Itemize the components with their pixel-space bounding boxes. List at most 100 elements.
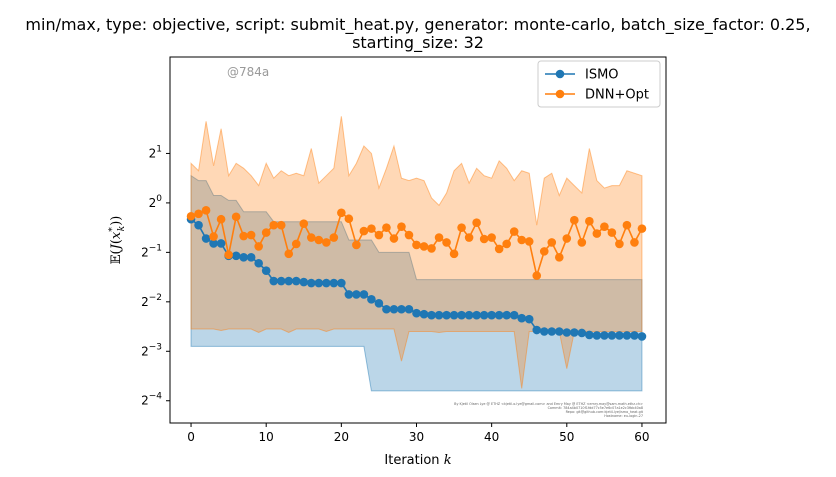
- marker-series-1-point-52: [577, 238, 587, 247]
- marker-series-1-point-55: [600, 222, 609, 231]
- marker-series-0-point-52: [577, 328, 587, 338]
- marker-series-1-point-9: [254, 242, 263, 251]
- marker-series-1-point-22: [352, 240, 361, 250]
- marker-series-1-point-16: [306, 233, 316, 242]
- marker-series-1-point-3: [209, 232, 218, 241]
- y-tick-label: 21: [149, 144, 162, 160]
- marker-series-1-point-54: [592, 229, 602, 238]
- marker-series-1-point-25: [374, 230, 384, 240]
- legend-label-0: ISMO: [585, 68, 619, 83]
- marker-series-0-point-14: [291, 276, 301, 286]
- marker-series-0-point-1: [194, 220, 203, 230]
- y-axis-label: 𝔼(J(x*k)): [108, 216, 127, 265]
- marker-series-0-point-53: [585, 330, 594, 340]
- y-tick-label: 2−1: [141, 243, 162, 259]
- marker-series-1-point-32: [427, 244, 436, 253]
- marker-series-0-point-45: [524, 314, 534, 324]
- marker-series-0-point-2: [201, 234, 211, 243]
- footnote-line: Repo: git@github.com:kjetil-lye/ismo_hea…: [566, 410, 644, 414]
- marker-series-0-point-19: [329, 278, 339, 288]
- x-tick-label: 20: [334, 430, 349, 444]
- x-tick-label: 60: [634, 430, 649, 444]
- marker-series-0-point-51: [570, 328, 579, 337]
- marker-series-0-point-34: [442, 310, 451, 320]
- marker-series-1-point-46: [532, 271, 542, 280]
- marker-series-1-point-35: [449, 249, 459, 259]
- marker-series-1-point-8: [246, 230, 256, 240]
- y-tick-label: 20: [149, 194, 163, 210]
- marker-series-0-point-35: [449, 310, 459, 320]
- marker-series-0-point-48: [547, 327, 557, 336]
- marker-series-1-point-12: [276, 220, 286, 230]
- marker-series-0-point-47: [539, 327, 549, 336]
- series-markers: [186, 206, 647, 341]
- legend: ISMO DNN+Opt: [537, 60, 661, 108]
- marker-series-1-point-57: [615, 239, 624, 249]
- marker-series-1-point-11: [269, 220, 279, 230]
- marker-series-0-point-8: [246, 253, 256, 262]
- x-tick-label: 30: [409, 430, 424, 444]
- marker-series-0-point-13: [284, 276, 294, 286]
- footnote-line: By Kjetil Olsen Lye @ ETHZ <kjetil.o.lye…: [454, 402, 643, 406]
- marker-series-0-point-56: [607, 331, 617, 340]
- marker-series-0-point-24: [367, 295, 376, 304]
- marker-series-1-point-26: [382, 223, 391, 232]
- marker-series-1-point-1: [194, 209, 203, 219]
- marker-series-1-point-23: [359, 226, 369, 236]
- footnote-line: Commit: 784a4b0710f1fdd77c5e7e6c07a1e2c3…: [548, 406, 643, 410]
- marker-series-1-point-47: [539, 247, 549, 256]
- marker-series-1-point-19: [329, 233, 339, 242]
- marker-series-0-point-43: [509, 310, 519, 320]
- marker-series-1-point-34: [442, 238, 451, 247]
- marker-series-0-point-40: [487, 310, 496, 320]
- marker-series-0-point-38: [472, 310, 481, 320]
- marker-series-1-point-6: [231, 212, 241, 222]
- marker-series-0-point-4: [216, 239, 226, 248]
- marker-series-0-point-17: [314, 278, 324, 288]
- marker-series-0-point-23: [359, 290, 369, 299]
- marker-series-1-point-14: [291, 239, 301, 249]
- chart-title-line-1: min/max, type: objective, script: submit…: [25, 15, 810, 35]
- marker-series-1-point-38: [472, 218, 481, 227]
- marker-series-0-point-27: [389, 304, 399, 314]
- watermark-text: @784a: [227, 65, 269, 79]
- legend-label-1: DNN+Opt: [585, 88, 649, 103]
- x-axis-ticks: 0 10 20 30 40 50 60: [187, 423, 650, 444]
- x-tick-label: 10: [259, 430, 274, 444]
- marker-series-0-point-21: [344, 290, 354, 299]
- marker-series-1-point-53: [585, 216, 594, 226]
- marker-series-1-point-30: [412, 240, 421, 250]
- marker-series-0-point-26: [382, 304, 391, 314]
- marker-series-1-point-51: [570, 215, 579, 225]
- marker-series-1-point-20: [337, 208, 346, 218]
- marker-series-0-point-46: [532, 325, 542, 335]
- marker-series-0-point-50: [562, 328, 572, 337]
- marker-series-1-point-50: [562, 234, 572, 243]
- marker-series-0-point-11: [269, 276, 279, 286]
- marker-series-0-point-55: [600, 331, 609, 340]
- marker-series-0-point-42: [502, 310, 511, 320]
- marker-series-0-point-59: [630, 331, 639, 340]
- marker-series-1-point-40: [487, 233, 496, 242]
- marker-series-1-point-17: [314, 235, 324, 245]
- marker-series-0-point-37: [464, 310, 474, 320]
- marker-series-1-point-21: [344, 214, 354, 224]
- marker-series-0-point-49: [554, 327, 564, 336]
- marker-series-1-point-5: [224, 250, 233, 260]
- marker-series-0-point-25: [374, 299, 384, 308]
- y-tick-label: 2−3: [141, 342, 162, 358]
- marker-series-1-point-2: [201, 206, 211, 215]
- x-axis-label: Iteration k: [384, 453, 451, 468]
- marker-series-1-point-48: [547, 238, 557, 247]
- marker-series-1-point-13: [284, 249, 294, 259]
- marker-series-0-point-7: [239, 253, 248, 262]
- marker-series-0-point-18: [322, 278, 331, 288]
- marker-series-1-point-31: [419, 242, 429, 251]
- marker-series-1-point-10: [261, 228, 271, 237]
- marker-series-1-point-0: [186, 211, 196, 221]
- marker-series-0-point-36: [457, 310, 466, 320]
- marker-series-0-point-29: [404, 304, 414, 314]
- marker-series-1-point-24: [367, 224, 376, 233]
- marker-series-0-point-16: [306, 278, 316, 288]
